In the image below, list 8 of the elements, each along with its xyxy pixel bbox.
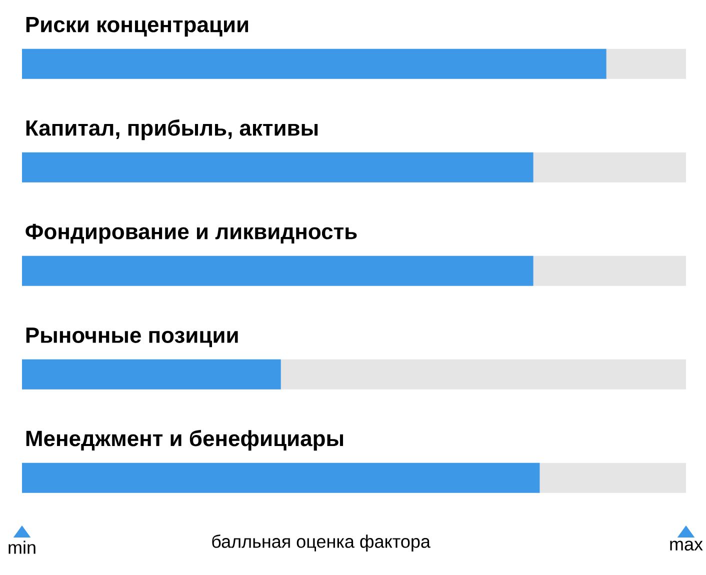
x-axis-title: балльная оценка фактора <box>212 534 430 552</box>
y-tick-label: Менеджмент и бенефициары <box>26 430 344 451</box>
text: max <box>670 540 703 551</box>
text: min <box>8 540 36 554</box>
y-tick-label: Риски концентрации <box>26 16 248 37</box>
y-tick-label: Фондирование и ликвидность <box>26 224 357 244</box>
y-tick-label: Капитал, прибыль, активы <box>26 119 318 140</box>
y-tick-label: Рыночные позиции <box>26 328 238 348</box>
